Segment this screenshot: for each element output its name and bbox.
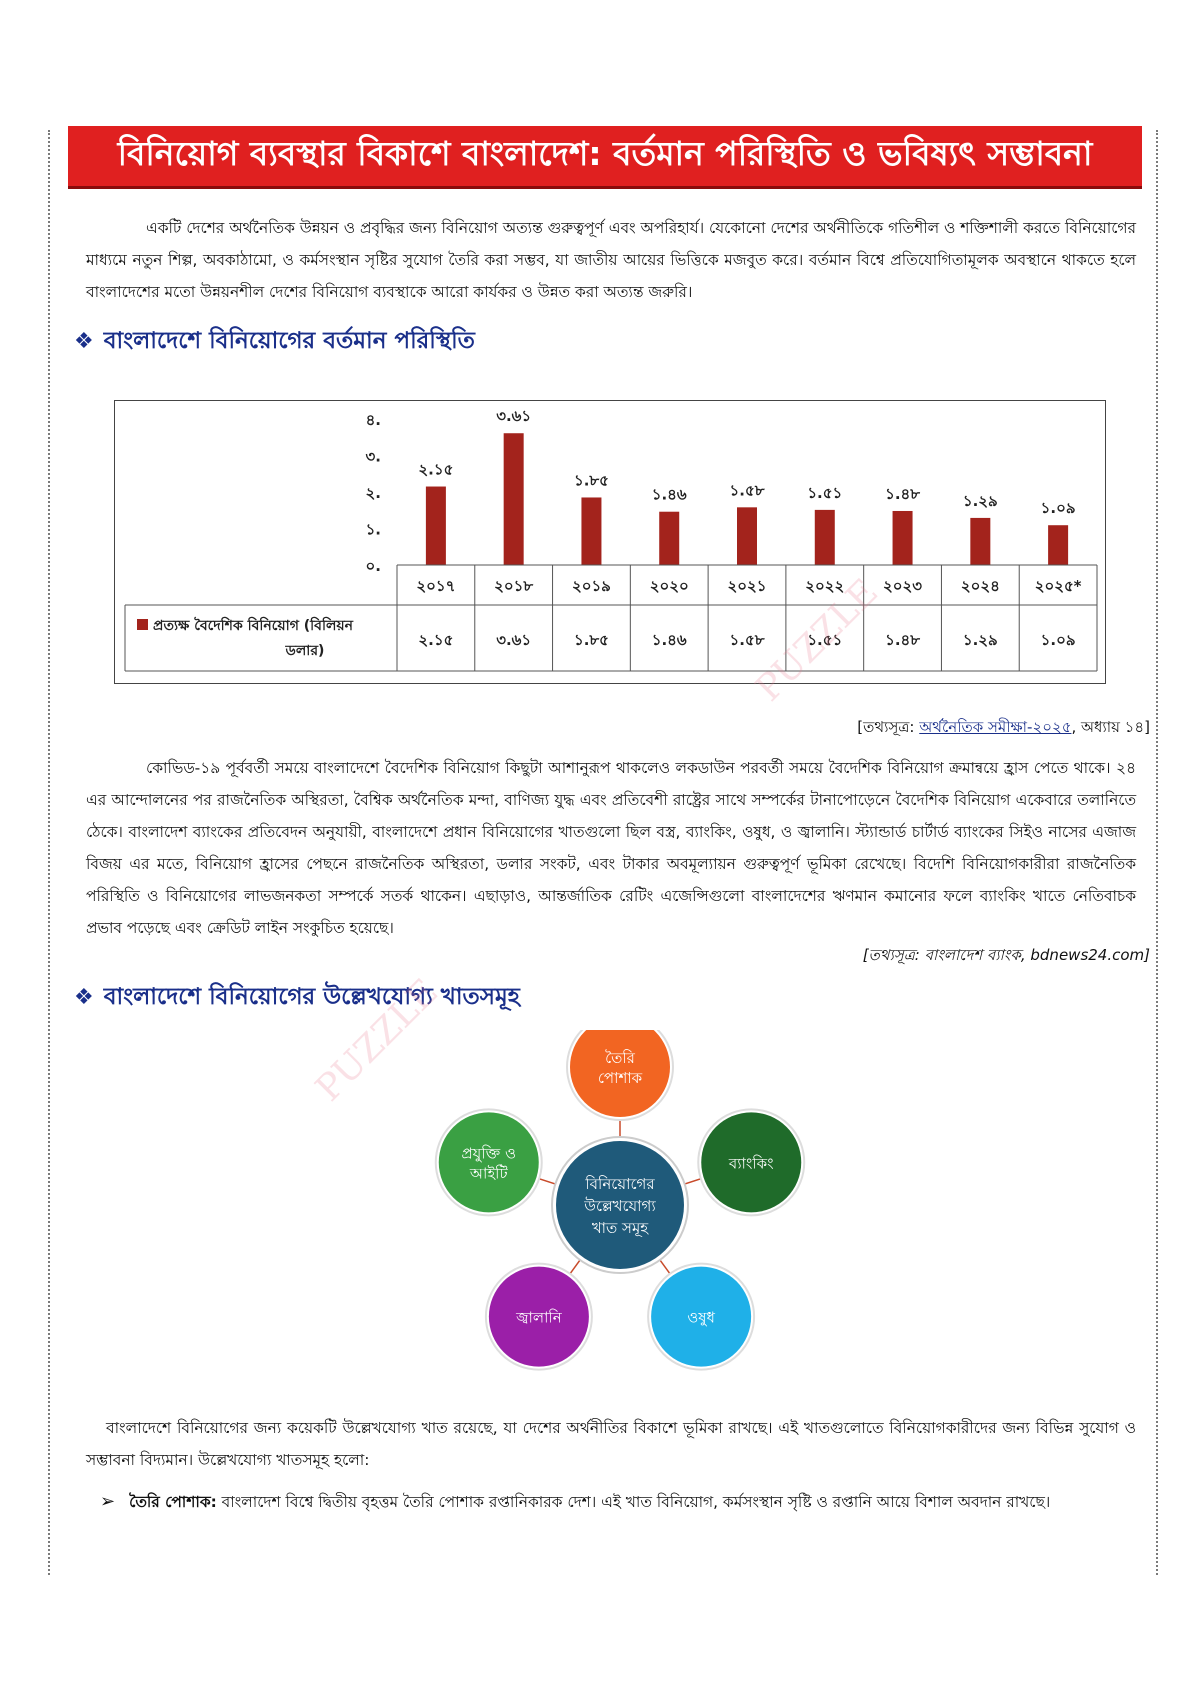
bar-data-label: ৩.৬১ [496, 407, 531, 425]
legend-label: প্রত্যক্ষ বৈদেশিক বিনিয়োগ (বিলিয়ন [153, 616, 354, 634]
bar-data-label: ১.০৯ [1041, 499, 1076, 517]
bar-data-label: ১.৪৬ [652, 486, 687, 504]
sector-node [570, 1030, 670, 1117]
y-tick-label: ৪. [366, 411, 381, 429]
y-tick-label: ১. [366, 521, 381, 539]
sector-node-label: পোশাক [598, 1069, 643, 1087]
page-title: বিনিয়োগ ব্যবস্থার বিকাশে বাংলাদেশ: বর্ত… [68, 126, 1142, 189]
x-tick-label: ২০২১ [728, 577, 767, 595]
bar [892, 510, 913, 565]
x-tick-label: ২০২৩ [883, 577, 922, 595]
intro-paragraph: একটি দেশের অর্থনৈতিক উন্নয়ন ও প্রবৃদ্ধি… [86, 219, 1136, 301]
paragraph-sectors-intro: বাংলাদেশে বিনিয়োগের জন্য কয়েকটি উল্লেখ… [86, 1419, 1136, 1469]
center-node-label: খাত সমূহ [592, 1219, 649, 1238]
bar-data-label: ১.৪৮ [885, 485, 920, 503]
bar-data-label: ১.৫১ [807, 484, 842, 502]
bullet-rmg-content: তৈরি পোশাক: বাংলাদেশ বিশ্বে দ্বিতীয় বৃহ… [129, 1486, 1050, 1518]
paragraph-fdi-decline: কোভিড-১৯ পূর্ববর্তী সময়ে বাংলাদেশে বৈদে… [86, 759, 1136, 937]
sector-node-label: ব্যাংকিং [728, 1154, 774, 1172]
bar-data-label: ১.২৯ [963, 492, 998, 510]
x-tick-label: ২০১৯ [572, 577, 611, 595]
arrow-bullet-icon: ➢ [100, 1491, 116, 1512]
chart-source-suffix: , অধ্যায় ১৪] [1071, 718, 1150, 736]
x-tick-label: ২০১৭ [416, 577, 455, 595]
diamond-bullet-icon: ❖ [74, 329, 94, 354]
sector-node [701, 1112, 802, 1213]
sector-node-label: তৈরি [605, 1049, 636, 1067]
fdi-chart: ০. ১. ২. ৩. ৪. ২.১৫ ৩.৬১ ১.৮৫ ১.৪৬ ১.৫৮ ১.৫১ ১.৪৮ ১.… [114, 400, 1106, 684]
table-value: ১.৪৬ [652, 631, 687, 649]
section-heading-text: বাংলাদেশে বিনিয়োগের উল্লেখযোগ্য খাতসমূহ [103, 984, 520, 1010]
y-tick-label: ৩. [366, 448, 381, 466]
chart-source: [তথ্যসূত্র: অর্থনৈতিক সমীক্ষা-২০২৫, অধ্য… [857, 716, 1150, 741]
legend-swatch [137, 619, 148, 630]
bullet-rmg: ➢ তৈরি পোশাক: বাংলাদেশ বিশ্বে দ্বিতীয় ব… [100, 1486, 1135, 1518]
bar-data-label: ২.১৫ [418, 461, 453, 479]
x-tick-label: ২০১৮ [494, 577, 533, 595]
x-tick-label: ২০২০ [650, 577, 689, 595]
section-heading-text: বাংলাদেশে বিনিয়োগের বর্তমান পরিস্থিতি [103, 328, 475, 354]
table-value: ১.৪৮ [885, 631, 920, 649]
center-node-label: বিনিয়োগের [584, 1175, 655, 1193]
section-heading-sectors: ❖ বাংলাদেশে বিনিয়োগের উল্লেখযোগ্য খাতসম… [74, 978, 520, 1017]
sector-diagram: তৈরি পোশাক ব্যাংকিং ওষুধ জ্বালানি প্রযুক্তি ও… [434, 1030, 806, 1371]
table-value: ৩.৬১ [496, 631, 531, 649]
section-heading-current-situation: ❖ বাংলাদেশে বিনিয়োগের বর্তমান পরিস্থিতি [74, 322, 475, 361]
bar-data-label: ১.৮৫ [574, 471, 609, 489]
sector-node [488, 1266, 589, 1367]
sector-node-label: আইটি [469, 1164, 509, 1182]
bar [814, 509, 835, 565]
table-value: ১.৫৮ [730, 631, 765, 649]
diamond-bullet-icon: ❖ [74, 985, 94, 1010]
center-node-label: উল্লেখযোগ্য [583, 1197, 656, 1215]
bar [970, 517, 991, 565]
paragraph-source: [তথ্যসূত্র: বাংলাদেশ ব্যাংক, bdnews24.co… [862, 946, 1150, 964]
chart-source-link[interactable]: অর্থনৈতিক সমীক্ষা-২০২৫ [919, 718, 1072, 736]
bar [581, 497, 602, 565]
sector-node-label: ওষুধ [687, 1309, 715, 1327]
bar [503, 433, 524, 565]
bar [737, 507, 757, 565]
table-value: ১.২৯ [963, 631, 998, 649]
x-tick-label: ২০২৫* [1035, 577, 1082, 595]
bullet-rmg-text: বাংলাদেশ বিশ্বে দ্বিতীয় বৃহত্তম তৈরি পো… [221, 1493, 1051, 1511]
sector-node [438, 1112, 539, 1213]
chart-source-prefix: [তথ্যসূত্র: [857, 718, 920, 736]
table-value: ২.১৫ [418, 631, 453, 649]
page-border [48, 130, 1158, 1575]
page-title-text: বিনিয়োগ ব্যবস্থার বিকাশে বাংলাদেশ: বর্ত… [117, 134, 1093, 173]
x-tick-label: ২০২২ [805, 577, 844, 595]
table-value: ১.০৯ [1041, 631, 1076, 649]
bar-data-label: ১.৫৮ [730, 481, 765, 499]
table-value: ১.৫১ [807, 631, 842, 649]
y-tick-label: ০. [366, 557, 381, 575]
table-value: ১.৮৫ [574, 631, 609, 649]
legend-label: ডলার) [285, 643, 325, 659]
bar [1048, 525, 1069, 565]
x-tick-label: ২০২৪ [961, 577, 1000, 595]
sector-node-label: প্রযুক্তি ও [461, 1144, 516, 1162]
sector-node [651, 1266, 752, 1367]
y-tick-label: ২. [366, 484, 381, 502]
fdi-chart-svg: ০. ১. ২. ৩. ৪. ২.১৫ ৩.৬১ ১.৮৫ ১.৪৬ ১.৫৮ ১.৫১ ১.৪৮ ১.… [124, 407, 1098, 672]
bar [659, 511, 680, 565]
bullet-rmg-term: তৈরি পোশাক: [129, 1493, 217, 1511]
sector-node-label: জ্বালানি [515, 1309, 563, 1327]
bar [425, 486, 446, 565]
center-node [556, 1141, 684, 1269]
